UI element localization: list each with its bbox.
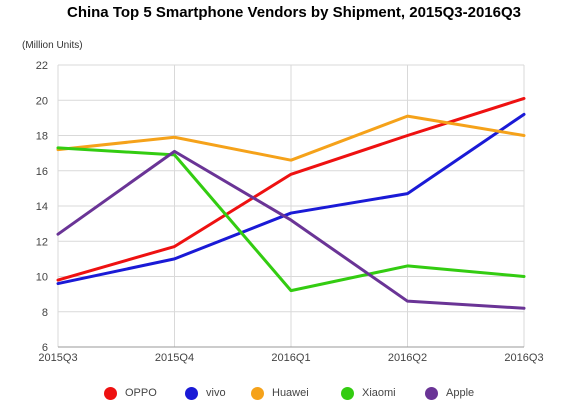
series-lines — [56, 96, 526, 310]
y-tick-label: 16 — [36, 166, 48, 178]
legend-swatch — [185, 386, 198, 400]
y-tick-label: 20 — [36, 95, 48, 107]
legend-label: Huawei — [272, 387, 309, 399]
x-tick-label: 2016Q2 — [388, 352, 427, 364]
series-line-xiaomi — [56, 146, 526, 293]
legend-item-xiaomi[interactable]: Xiaomi — [341, 384, 396, 402]
legend-swatch — [425, 386, 438, 400]
series-line-huawei — [56, 114, 526, 162]
y-tick-label: 18 — [36, 131, 48, 143]
legend-label: OPPO — [125, 387, 157, 399]
legend-label: Xiaomi — [362, 387, 396, 399]
legend-label: vivo — [206, 387, 226, 399]
series-line-vivo — [56, 112, 526, 286]
line-chart: 6 8 10 12 14 16 18 20 22 2015Q3 2015Q4 2016Q1 2016Q2… — [36, 60, 544, 364]
y-tick-label: 6 — [42, 342, 48, 354]
y-axis-unit-label: (Million Units) — [22, 40, 83, 51]
legend-item-apple[interactable]: Apple — [425, 384, 474, 402]
y-tick-label: 14 — [36, 201, 48, 213]
legend-swatch — [341, 386, 354, 400]
legend-label: Apple — [446, 387, 475, 399]
y-tick-label: 8 — [42, 307, 48, 319]
legend-swatch — [104, 386, 117, 400]
x-tick-label: 2015Q3 — [38, 352, 77, 364]
legend-item-huawei[interactable]: Huawei — [251, 384, 309, 402]
x-tick-label: 2015Q4 — [155, 352, 194, 364]
series-line-apple — [56, 149, 526, 310]
tick-labels: 6 8 10 12 14 16 18 20 22 2015Q3 2015Q4 2016Q1 2016Q2… — [36, 60, 544, 364]
legend: OPPO vivo Huawei Xiaomi Apple — [0, 384, 588, 404]
x-tick-label: 2016Q1 — [271, 352, 310, 364]
legend-item-oppo[interactable]: OPPO — [104, 384, 157, 402]
x-tick-label: 2016Q3 — [504, 352, 543, 364]
legend-item-vivo[interactable]: vivo — [185, 384, 226, 402]
chart-title: China Top 5 Smartphone Vendors by Shipme… — [66, 4, 521, 21]
y-tick-label: 22 — [36, 60, 48, 72]
y-tick-label: 12 — [36, 236, 48, 248]
y-tick-label: 10 — [36, 272, 48, 284]
legend-swatch — [251, 386, 264, 400]
